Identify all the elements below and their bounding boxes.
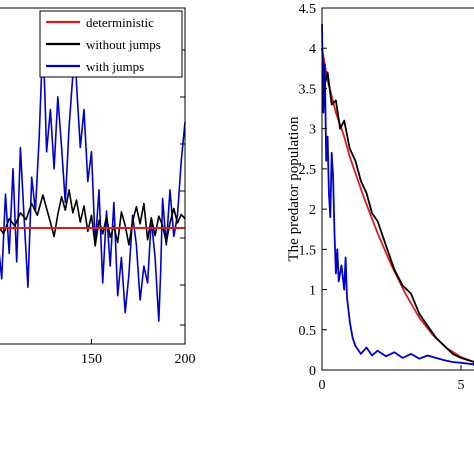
right-y-tick-label: 1.5 bbox=[299, 243, 317, 258]
right-y-tick-label: 2.5 bbox=[299, 163, 317, 178]
right-plot-frame bbox=[321, 7, 474, 371]
series-line-without-jumps bbox=[0, 189, 186, 247]
legend-entry-deterministic: deterministic bbox=[46, 15, 154, 30]
right-ticks: 0 0.5 1 1.5 2 2.5 3 3.5 4 4.5 0 5 bbox=[299, 2, 465, 393]
right-y-tick-label: 0 bbox=[309, 364, 316, 379]
right-series-line-2 bbox=[321, 24, 474, 366]
right-y-tick-label: 2 bbox=[309, 203, 316, 218]
legend-label-with-jumps: with jumps bbox=[86, 59, 144, 74]
right-y-tick-label: 4 bbox=[309, 42, 316, 57]
right-y-tick-label: 1 bbox=[309, 284, 316, 299]
right-y-tick-label: 0.5 bbox=[299, 324, 317, 339]
right-y-tick-label: 4.5 bbox=[299, 2, 317, 17]
left-chart-panel: 150 200 deterministic without jumps with … bbox=[0, 7, 196, 367]
legend: deterministic without jumps with jumps bbox=[39, 10, 183, 78]
series-line-with-jumps bbox=[0, 24, 186, 322]
right-y-tick-label: 3 bbox=[309, 123, 316, 138]
right-plot-area bbox=[321, 24, 474, 366]
right-y-tick-label: 3.5 bbox=[299, 82, 317, 97]
right-chart-panel: 0 0.5 1 1.5 2 2.5 3 3.5 4 4.5 0 5 The predator popu… bbox=[286, 2, 474, 393]
legend-entry-without-jumps: without jumps bbox=[46, 37, 161, 52]
left-x-tick-label: 150 bbox=[81, 352, 102, 367]
right-series-line-1 bbox=[321, 48, 474, 366]
right-x-tick-label: 5 bbox=[458, 378, 465, 393]
legend-label-deterministic: deterministic bbox=[86, 15, 154, 30]
right-y-axis-label: The predator population bbox=[286, 116, 302, 261]
legend-entry-with-jumps: with jumps bbox=[46, 59, 144, 74]
right-series-line-0 bbox=[321, 48, 474, 365]
left-plot-area bbox=[0, 24, 186, 322]
left-x-tick-label: 200 bbox=[175, 352, 196, 367]
legend-label-without-jumps: without jumps bbox=[86, 37, 161, 52]
right-x-tick-label: 0 bbox=[319, 378, 326, 393]
